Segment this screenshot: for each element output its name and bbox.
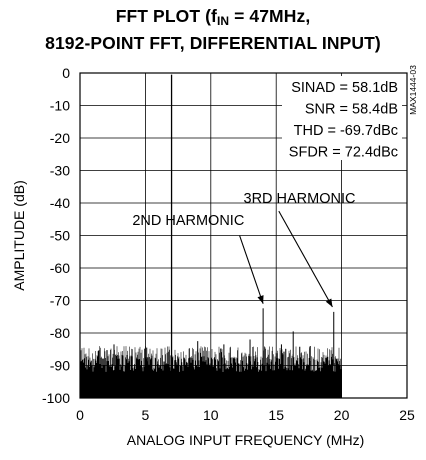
stats-box: SINAD = 58.1dB SNR = 58.4dB THD = -69.7dBc… — [282, 76, 402, 161]
title-line-1-prefix: FFT PLOT (f — [115, 6, 217, 26]
figure-id: MAX1444-03 — [408, 65, 418, 115]
y-axis-label: AMPLITUDE (dB) — [11, 180, 27, 290]
y-tick-label: -30 — [50, 163, 70, 179]
x-tick-label: 25 — [399, 407, 415, 423]
y-tick-label: -70 — [50, 293, 70, 309]
y-tick-label: -60 — [50, 260, 70, 276]
y-tick-label: -50 — [50, 228, 70, 244]
y-tick-label: -20 — [50, 130, 70, 146]
x-tick-label: 10 — [203, 407, 219, 423]
title-line-1-suffix: = 47MHz, — [229, 6, 311, 26]
stat-line: SINAD = 58.1dB — [291, 80, 398, 96]
x-tick-label: 20 — [334, 407, 350, 423]
chart-title: FFT PLOT (fIN = 47MHz, 8192-POINT FFT, D… — [0, 5, 426, 54]
spurs — [113, 308, 335, 366]
stat-line: THD = -69.7dBc — [294, 123, 398, 139]
title-line-2: 8192-POINT FFT, DIFFERENTIAL INPUT) — [45, 33, 381, 53]
plot-frame — [79, 72, 408, 399]
y-tick-labels: 0 -10 -20 -30 -40 -50 -60 -70 -80 -90 -100 — [42, 65, 70, 406]
annotation-arrow-line — [278, 210, 333, 308]
y-tick-label: -10 — [50, 98, 70, 114]
y-tick-label: -100 — [42, 390, 70, 406]
x-tick-label: 5 — [142, 407, 150, 423]
x-axis-label: ANALOG INPUT FREQUENCY (MHz) — [127, 432, 365, 448]
y-tick-label: 0 — [62, 65, 70, 81]
annotation-label: 3RD HARMONIC — [244, 191, 356, 207]
y-tick-label: -80 — [50, 325, 70, 341]
annotation-arrowhead — [257, 295, 264, 304]
annotation-arrow-line — [239, 235, 264, 304]
x-tick-labels: 0 5 10 15 20 25 — [76, 407, 415, 423]
y-tick-label: -90 — [50, 358, 70, 374]
annotation-label: 2ND HARMONIC — [132, 213, 244, 229]
title-line-1: FFT PLOT (fIN = 47MHz, — [0, 5, 426, 32]
annotation-arrowhead — [325, 298, 333, 307]
stat-line: SNR = 58.4dB — [305, 102, 398, 118]
x-tick-label: 15 — [268, 407, 284, 423]
y-tick-label: -40 — [50, 195, 70, 211]
stat-line: SFDR = 72.4dBc — [289, 145, 398, 161]
stats-background — [282, 76, 402, 160]
x-tick-label: 0 — [76, 407, 84, 423]
title-subscript: IN — [216, 14, 230, 28]
